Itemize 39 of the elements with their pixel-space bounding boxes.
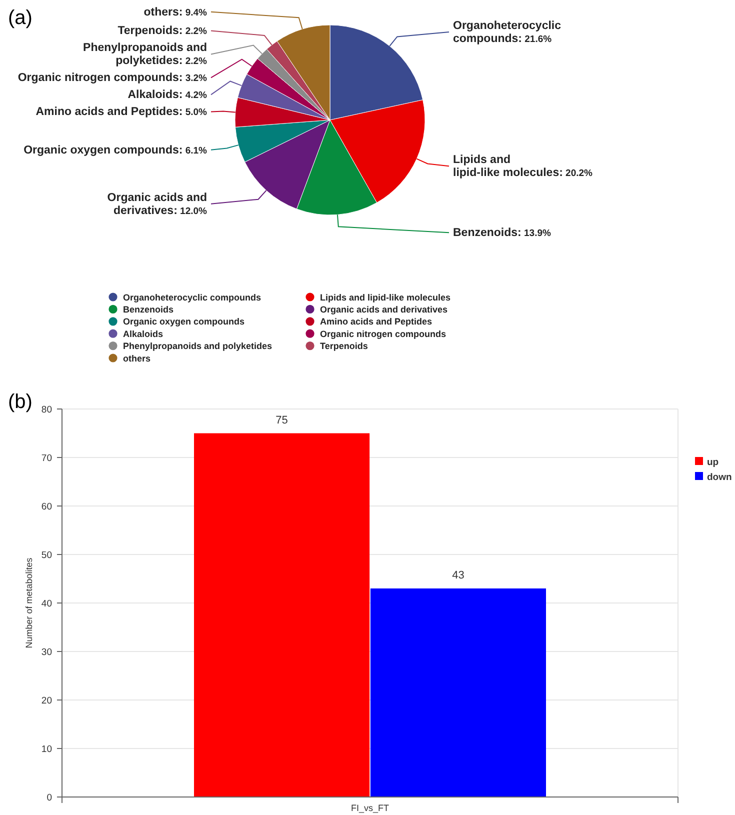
text: (a) bbox=[8, 7, 32, 29]
data-label: Lipids and lipid-like molecules: 20.2% bbox=[453, 154, 594, 180]
data-label: Amino acids and Peptides: 5.0% bbox=[36, 106, 208, 118]
legend-label: down bbox=[707, 472, 732, 483]
data-label: 43 bbox=[452, 569, 464, 582]
y-tick-label: 70 bbox=[41, 453, 52, 464]
legend-label: Lipids and lipid-like molecules bbox=[320, 292, 451, 302]
y-tick-label: 40 bbox=[41, 598, 52, 610]
y-tick-label: 20 bbox=[41, 696, 52, 706]
data-label: Organoheterocyclic compounds: 21.6% bbox=[453, 20, 562, 46]
text: (b) bbox=[8, 391, 32, 413]
legend-label: others bbox=[123, 353, 151, 364]
legend-label: Alkaloids bbox=[123, 328, 164, 339]
x-tick-label: FI_vs_FT bbox=[350, 803, 390, 813]
legend-label: Benzenoids bbox=[123, 304, 174, 314]
legend-label: Phenylpropanoids and polyketides bbox=[123, 341, 272, 352]
data-label: Organic oxygen compounds: 6.1% bbox=[24, 144, 208, 156]
legend-label: up bbox=[707, 457, 719, 468]
legend-label: Organic nitrogen compounds bbox=[320, 328, 446, 339]
data-label: Organic nitrogen compounds: 3.2% bbox=[18, 72, 208, 84]
data-label: others: 9.4% bbox=[144, 6, 208, 18]
y-tick-label: 60 bbox=[41, 502, 52, 512]
data-label: 75 bbox=[276, 414, 288, 426]
data-label: Benzenoids: 13.9% bbox=[453, 227, 552, 240]
legend-label: Organic oxygen compounds bbox=[123, 316, 245, 327]
data-label: Phenylpropanoids and polyketides: 2.2% bbox=[83, 42, 208, 68]
y-tick-label: 0 bbox=[46, 792, 52, 804]
y-tick-label: 10 bbox=[41, 744, 52, 755]
y-tick-label: 30 bbox=[41, 647, 52, 658]
legend-label: Organoheterocyclic compounds bbox=[123, 292, 262, 302]
legend-label: Terpenoids bbox=[320, 341, 368, 352]
data-label: Alkaloids: 4.2% bbox=[128, 89, 208, 102]
y-tick-label: 50 bbox=[41, 550, 52, 561]
data-label: Terpenoids: 2.2% bbox=[118, 25, 208, 38]
legend-label: Organic acids and derivatives bbox=[320, 304, 448, 314]
y-tick-label: 80 bbox=[41, 404, 52, 416]
y-axis-title: Number of metabolites bbox=[24, 557, 34, 648]
data-label: Organic acids and derivatives: 12.0% bbox=[107, 192, 208, 217]
legend-label: Amino acids and Peptides bbox=[320, 316, 432, 327]
